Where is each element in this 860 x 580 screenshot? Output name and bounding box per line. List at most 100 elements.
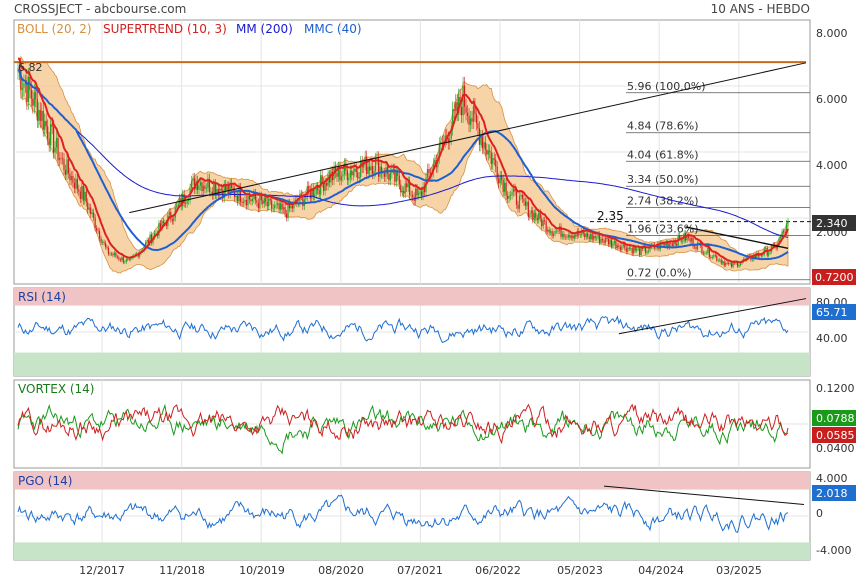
pgo-line xyxy=(17,494,789,533)
pgo-trend-line xyxy=(603,485,805,506)
candle-body xyxy=(639,248,641,256)
candle-body xyxy=(259,195,261,209)
candle-body xyxy=(173,217,175,222)
candle-body xyxy=(461,107,463,116)
fib-level-label: 4.84 (78.6%) xyxy=(627,120,699,133)
candle-body xyxy=(695,246,697,250)
candle-body xyxy=(517,204,519,209)
candle-body xyxy=(487,150,489,155)
candle-body xyxy=(253,193,255,199)
candle-body xyxy=(352,171,354,176)
candle-body xyxy=(526,201,528,206)
fib-level-label: 1.96 (23.6%) xyxy=(627,222,699,235)
candle-body xyxy=(288,203,291,209)
candle-body xyxy=(75,178,77,189)
candle-body xyxy=(165,223,167,227)
candle-body xyxy=(81,185,83,199)
candle-body xyxy=(245,200,248,206)
candle-body xyxy=(42,110,44,130)
candle-body xyxy=(400,184,402,193)
candle-body xyxy=(682,241,684,242)
candle-body xyxy=(787,221,789,224)
candle-body xyxy=(509,195,512,197)
candle-body xyxy=(739,263,742,266)
svg-text:0.0788: 0.0788 xyxy=(816,412,855,425)
candle-body xyxy=(51,124,53,127)
candle-body xyxy=(204,185,206,189)
candle-body xyxy=(521,194,524,199)
candle-body xyxy=(566,236,568,238)
overbought-zone xyxy=(14,472,810,490)
candle-body xyxy=(336,173,338,177)
candle-body xyxy=(130,257,132,260)
candle-body xyxy=(415,188,417,201)
candle-body xyxy=(581,230,583,235)
candle-body xyxy=(518,196,521,209)
candle-body xyxy=(318,190,320,195)
candle-body xyxy=(768,252,770,256)
candle-body xyxy=(701,245,703,253)
candle-body xyxy=(325,182,328,186)
candle-body xyxy=(465,106,467,113)
candle-body xyxy=(544,220,546,222)
candle-body xyxy=(35,92,37,100)
candle-body xyxy=(671,243,673,247)
svg-text:0.0585: 0.0585 xyxy=(816,429,855,442)
candle-body xyxy=(687,236,690,239)
candle-body xyxy=(294,199,297,202)
candle-body xyxy=(389,173,391,181)
legend-supertrend: SUPERTREND (10, 3) xyxy=(103,22,227,36)
candle-body xyxy=(530,210,532,214)
candle-body xyxy=(128,259,130,260)
candle-body xyxy=(260,195,262,201)
pgo-title: PGO (14) xyxy=(18,474,72,488)
candle-body xyxy=(312,188,314,197)
candle-body xyxy=(96,228,98,231)
candle-body xyxy=(263,197,265,204)
candle-body xyxy=(505,182,507,196)
candle-body xyxy=(104,243,107,247)
candle-body xyxy=(679,234,681,239)
candle-body xyxy=(337,167,340,177)
candle-body xyxy=(213,183,215,196)
rsi-series xyxy=(14,288,810,376)
candle-body xyxy=(339,167,341,181)
candle-body xyxy=(541,218,543,227)
candle-body xyxy=(689,238,691,242)
candle-body xyxy=(85,191,87,203)
candle-body xyxy=(704,252,706,254)
candle-body xyxy=(401,190,403,193)
candle-body xyxy=(363,164,365,168)
candle-body xyxy=(196,180,199,190)
legend-boll: BOLL (20, 2) xyxy=(17,22,92,36)
chart-period: 10 ANS - HEBDO xyxy=(711,2,810,16)
candle-body xyxy=(493,158,495,160)
candle-body xyxy=(121,257,123,261)
candle-body xyxy=(447,138,449,144)
candle-body xyxy=(103,242,105,244)
candle-body xyxy=(440,142,442,144)
candle-body xyxy=(567,235,570,237)
candle-body xyxy=(590,233,592,240)
candle-body xyxy=(274,205,276,208)
x-tick: 05/2023 xyxy=(557,564,603,577)
candle-body xyxy=(705,252,708,254)
candle-body xyxy=(612,243,614,247)
candle-body xyxy=(106,246,108,248)
candle-body xyxy=(539,212,541,219)
candle-body xyxy=(477,123,479,129)
candle-body xyxy=(631,248,633,254)
candle-body xyxy=(693,246,696,248)
candle-body xyxy=(738,265,740,267)
candle-body xyxy=(202,185,205,192)
candle-body xyxy=(94,217,96,229)
candle-body xyxy=(707,247,709,253)
candle-body xyxy=(422,186,424,196)
price-tick: 6.000 xyxy=(816,93,848,106)
candle-body xyxy=(342,174,344,177)
candle-body xyxy=(667,242,669,248)
candle-body xyxy=(585,233,587,238)
candle-body xyxy=(90,207,92,215)
candle-body xyxy=(219,188,221,196)
candle-body xyxy=(110,253,113,255)
